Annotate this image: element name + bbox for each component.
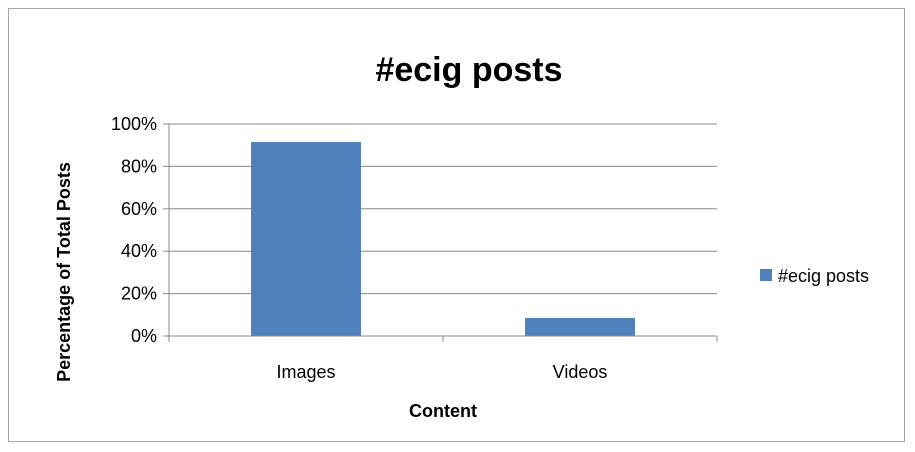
y-tick-label: 0% bbox=[131, 326, 157, 346]
y-tick-label: 40% bbox=[121, 241, 157, 261]
y-tick-label: 100% bbox=[111, 114, 157, 134]
axes bbox=[168, 124, 718, 342]
legend-label: #ecig posts bbox=[778, 266, 869, 286]
y-tick-label: 80% bbox=[121, 156, 157, 176]
x-tick-label: Images bbox=[276, 362, 335, 382]
bars bbox=[251, 142, 635, 336]
y-tick-labels: 0% 20% 40% 60% 80% 100% bbox=[111, 114, 157, 346]
chart-title: #ecig posts bbox=[375, 51, 562, 89]
x-tick-labels: Images Videos bbox=[276, 362, 607, 382]
x-axis-title: Content bbox=[409, 401, 477, 421]
chart-frame bbox=[8, 8, 905, 442]
y-axis-title: Percentage of Total Posts bbox=[54, 162, 74, 382]
legend-swatch bbox=[760, 269, 772, 281]
gridlines bbox=[163, 123, 717, 337]
y-tick-label: 60% bbox=[121, 199, 157, 219]
y-tick-label: 20% bbox=[121, 284, 157, 304]
bar-videos bbox=[525, 317, 635, 336]
x-tick-label: Videos bbox=[553, 362, 608, 382]
bar-images bbox=[251, 142, 361, 336]
legend: #ecig posts bbox=[760, 266, 869, 286]
